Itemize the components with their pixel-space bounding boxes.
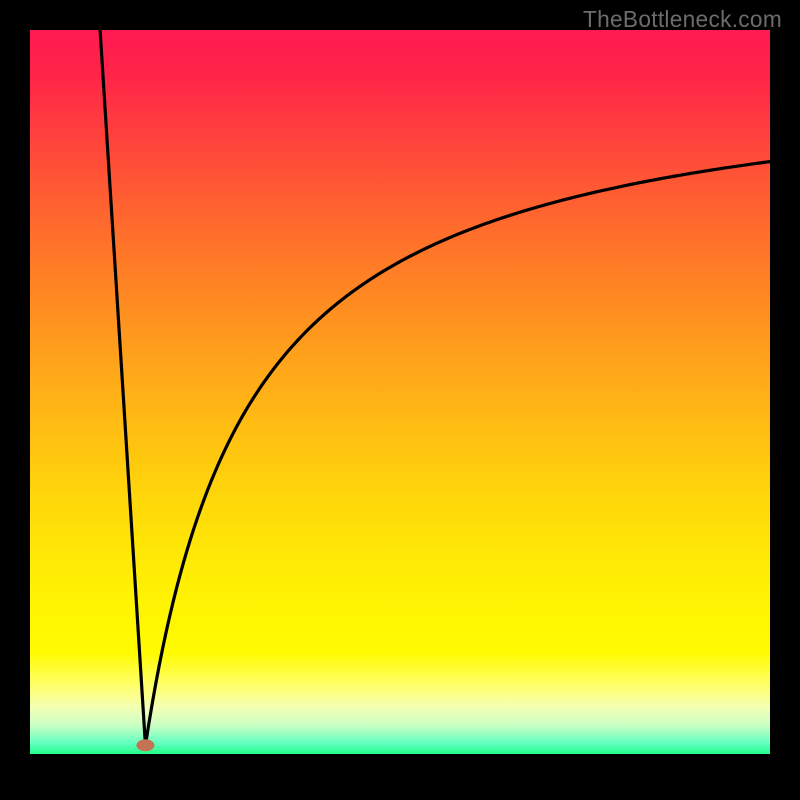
bottleneck-chart bbox=[0, 0, 800, 800]
plot-background bbox=[30, 30, 770, 754]
optimal-point-marker bbox=[136, 739, 154, 751]
bottom-strip bbox=[30, 754, 770, 770]
chart-container: TheBottleneck.com bbox=[0, 0, 800, 800]
